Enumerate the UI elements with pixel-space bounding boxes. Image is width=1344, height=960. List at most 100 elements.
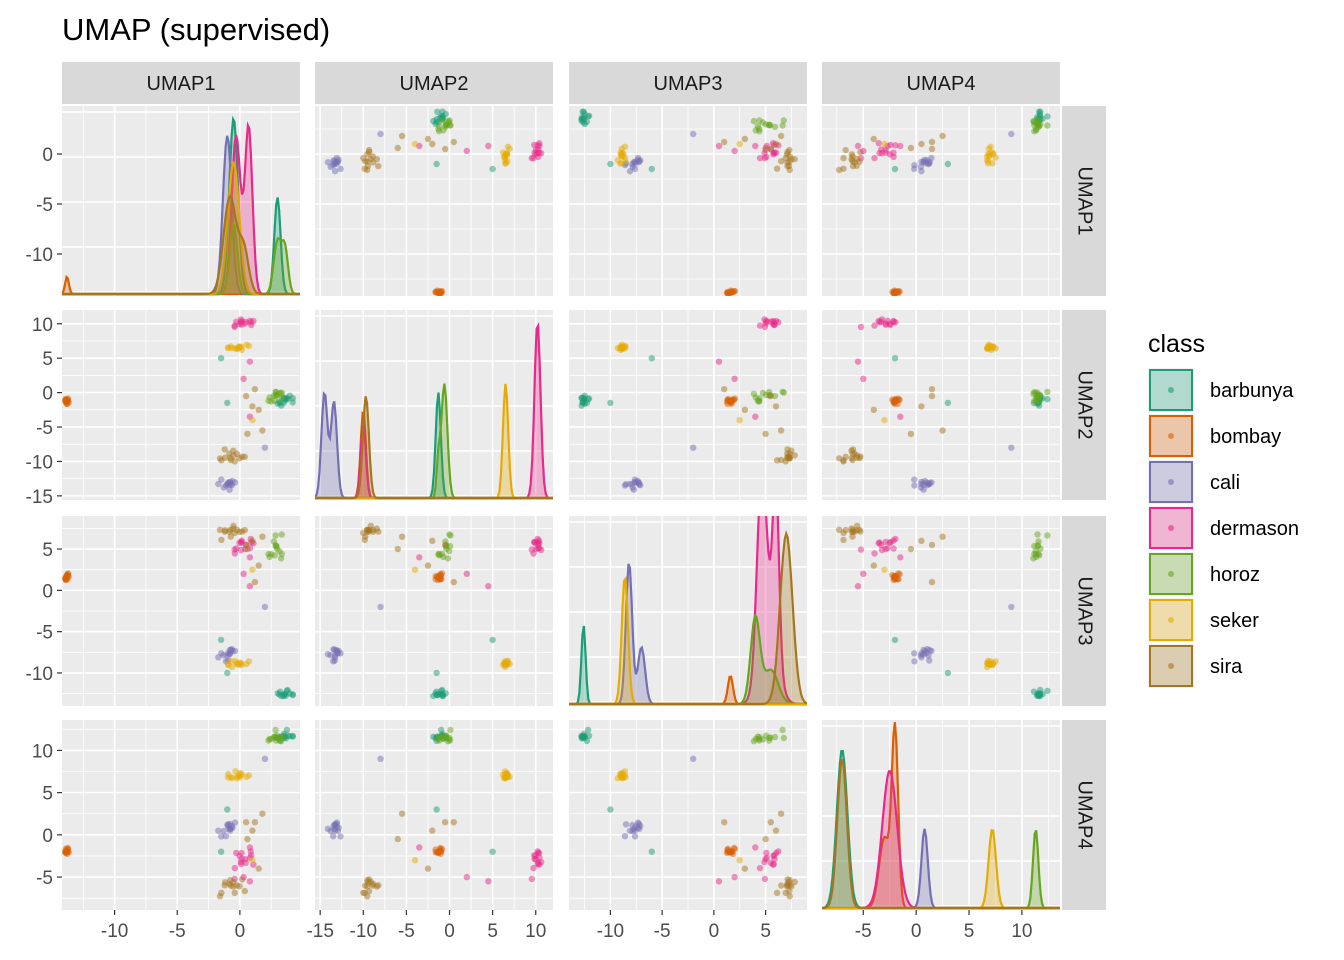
point-sira (375, 162, 382, 170)
panel-content (324, 726, 545, 900)
legend-item-horoz: horoz (1148, 552, 1260, 596)
point-seker (225, 661, 232, 669)
legend-key-dot (1168, 387, 1174, 393)
point-barbunya (224, 806, 231, 813)
point-seker (617, 344, 624, 352)
point-dermason (238, 537, 245, 544)
y-tick-label: -5 (36, 418, 53, 439)
point-barbunya (280, 692, 287, 700)
point-cali (622, 821, 630, 828)
panel-content (578, 108, 798, 296)
point-barbunya (944, 669, 952, 677)
point-barbunya (581, 392, 588, 399)
point-sira (373, 525, 380, 532)
x-tick-label: 10 (525, 921, 546, 942)
point-barbunya (944, 399, 952, 407)
point-barbunya (442, 110, 449, 118)
point-seker (249, 566, 256, 573)
point-dermason (238, 317, 245, 325)
point-cali (918, 168, 925, 175)
point-sira (848, 156, 855, 163)
point-cali (231, 819, 239, 826)
point-cali (330, 658, 337, 665)
density-area-sira (62, 196, 300, 294)
point-cali (324, 159, 332, 166)
point-seker (987, 143, 994, 150)
point-sira (840, 165, 847, 172)
point-cali (333, 646, 340, 654)
point-dermason (763, 317, 770, 324)
panel-UMAP1-UMAP3 (569, 106, 807, 296)
point-cali (911, 165, 918, 172)
legend-item-seker: seker (1148, 598, 1259, 642)
x-tick-label: 5 (487, 921, 498, 942)
point-horoz (1034, 542, 1042, 549)
point-dermason (756, 322, 764, 329)
point-dermason (756, 154, 764, 162)
point-cali (333, 820, 340, 828)
point-barbunya (607, 806, 614, 813)
point-cali (1008, 444, 1015, 451)
panel-content (324, 522, 545, 700)
point-dermason (528, 546, 535, 553)
point-horoz (767, 734, 774, 741)
strip-background (315, 62, 553, 104)
point-horoz (447, 532, 454, 539)
point-dermason (485, 142, 492, 150)
point-horoz (756, 128, 763, 135)
panel-background (62, 106, 300, 296)
point-horoz (1030, 390, 1037, 397)
panel-UMAP3-UMAP4 (822, 516, 1060, 706)
point-cali (218, 833, 225, 840)
x-tick-label: -5 (654, 921, 671, 942)
panel-background (822, 310, 1060, 500)
strip-label: UMAP3 (1074, 577, 1096, 646)
point-dermason (535, 849, 543, 857)
point-horoz (756, 397, 763, 405)
point-dermason (231, 546, 238, 553)
point-horoz (265, 397, 272, 405)
point-sira (218, 457, 225, 464)
x-tick-label: -10 (101, 921, 128, 942)
point-seker (504, 143, 512, 150)
point-barbunya (286, 690, 293, 697)
point-sira (367, 155, 374, 163)
panel-content (822, 722, 1060, 910)
point-horoz (272, 532, 279, 539)
point-sira (429, 537, 436, 544)
y-tick-label: 0 (42, 384, 53, 405)
point-horoz (277, 390, 285, 397)
point-barbunya (1044, 113, 1051, 120)
point-dermason (854, 142, 862, 150)
x-tick-label: 0 (709, 921, 720, 942)
legend-key-dot (1168, 525, 1174, 531)
point-sira (398, 810, 406, 817)
density-area-sira (822, 760, 1060, 908)
panel-UMAP1-UMAP2 (315, 106, 553, 296)
point-dermason (463, 873, 470, 881)
point-dermason (530, 864, 537, 872)
point-cali (920, 486, 927, 493)
point-sira (782, 154, 789, 162)
point-dermason (756, 864, 764, 872)
point-dermason (761, 323, 769, 331)
density-area-dermason (822, 771, 1060, 908)
panel-UMAP3-UMAP3 (569, 516, 807, 706)
point-sira (244, 545, 251, 553)
point-dermason (240, 873, 247, 881)
x-tick-label: 5 (964, 921, 975, 942)
y-tick-label: 5 (42, 540, 53, 561)
point-sira (870, 135, 877, 143)
point-cali (926, 158, 933, 166)
point-cali (626, 827, 634, 834)
panel-background (822, 720, 1060, 910)
x-tick-label: -10 (350, 921, 377, 942)
density-line-sira (315, 396, 553, 500)
point-sira (255, 562, 262, 569)
point-bombay (437, 571, 444, 579)
point-cali (926, 646, 933, 654)
point-sira (918, 537, 925, 544)
panel-background (315, 106, 553, 296)
point-horoz (1030, 555, 1037, 562)
point-dermason (860, 147, 867, 155)
